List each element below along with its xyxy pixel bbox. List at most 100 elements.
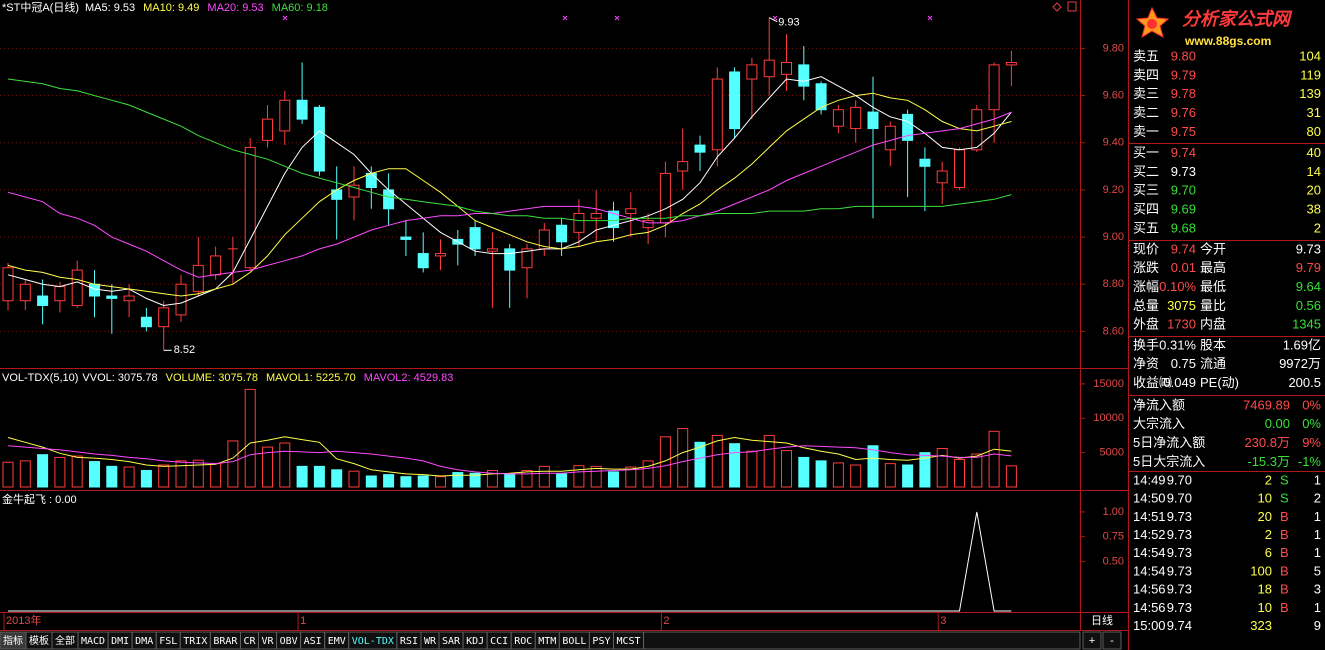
candle-body [625,208,637,214]
toolbar-tab-label[interactable]: 全部 [55,634,75,647]
candle-body [763,59,775,78]
candle-body [608,210,619,229]
zoom-button[interactable] [1102,631,1122,650]
quote-text: S [1280,472,1289,487]
candle-body [123,295,135,302]
quote-text: 净资 [1133,356,1159,371]
toolbar-tab-label[interactable]: WR [424,636,437,647]
quote-text: 104 [1299,48,1321,63]
volume-bar [781,450,792,488]
toolbar-tab-label[interactable]: DMA [135,636,153,647]
toolbar-tab-label[interactable]: PSY [592,636,610,647]
quote-text: 6 [1265,545,1272,560]
toolbar-tab-label[interactable]: OBV [280,636,298,647]
quote-text: 20 [1258,509,1272,524]
toolbar-tab-label[interactable]: RSI [400,636,418,647]
candle-body [902,113,914,141]
volume-bar [296,465,308,488]
quote-text: 换手 [1133,337,1159,352]
y-tick-label: 9.60 [1103,89,1124,101]
quote-text: 3075 [1167,298,1196,313]
toolbar-tab-label[interactable]: FSL [159,636,177,647]
window-icon[interactable] [1052,2,1062,12]
annotation-arrow [768,17,778,23]
candle-body [521,248,533,269]
ma-line [7,78,1012,222]
quote-text: 股本 [1200,337,1226,352]
volume-bar [400,476,412,488]
volume-bar [763,434,775,488]
toolbar-tab-label[interactable]: ASI [304,636,322,647]
quote-text: 0.31% [1159,337,1196,352]
x-tick-label: 2013年 [6,613,41,627]
toolbar-tab-label[interactable]: VOL-TDX [352,636,394,647]
toolbar-tab-label[interactable]: MACD [81,636,105,647]
toolbar-tab-label[interactable]: DMI [111,636,129,647]
signal-markers [282,15,933,21]
candle-body [348,184,360,198]
toolbar-tab-label[interactable]: ROC [514,636,532,647]
candle-body [400,236,412,240]
toolbar-tab-label[interactable]: 指标 [3,634,23,647]
quote-text: PE(动) [1200,375,1239,390]
candle-body [729,71,741,130]
candle-body [2,267,14,302]
candle-body [262,118,273,141]
zoom-button[interactable] [1082,631,1102,650]
toolbar-tab-label[interactable]: 模板 [29,634,49,647]
volume-bar [954,459,965,488]
volume-bar [89,461,100,488]
quote-text: S [1280,491,1289,506]
quote-text: 10 [1258,491,1272,506]
candle-body [815,83,827,111]
quote-text: B [1280,509,1289,524]
quote-text: 14:52 [1133,527,1166,542]
quote-text: 14:54 [1133,563,1166,578]
volume-bar [175,460,187,488]
quote-text: 5日大宗流入 [1133,454,1205,469]
logo-dot [1147,19,1157,29]
zoom-button-label[interactable]: + [1089,635,1095,647]
zoom-button-label[interactable]: - [1110,635,1114,647]
low-annotation: 8.52 [174,344,195,356]
toolbar-tab-label[interactable]: CR [243,636,256,647]
volume-bar [262,446,273,488]
candle-body [140,316,152,328]
volume-bar [244,388,256,488]
toolbar-tab-label[interactable]: TRIX [183,636,207,647]
candle-body [296,99,308,120]
quote-text: 买五 [1133,221,1159,236]
candle-body [37,295,49,306]
quote-text: 20 [1307,183,1321,198]
quote-text: 1.69亿 [1283,337,1321,352]
quote-text: 9.74 [1171,145,1196,160]
toolbar-tab-label[interactable]: VR [262,636,275,647]
toolbar-tab-label[interactable]: EMV [328,636,346,647]
y-tick-label: 8.80 [1103,278,1124,290]
toolbar-tab-label[interactable]: MCST [616,636,640,647]
toolbar-tab-label[interactable]: BOLL [562,636,586,647]
quote-text: 9.73 [1167,509,1192,524]
toolbar-tab-label[interactable]: KDJ [466,636,484,647]
toolbar-tab-label[interactable]: CCI [490,636,508,647]
window-icon[interactable] [1067,1,1077,12]
quote-text: 9.78 [1171,86,1196,101]
toolbar-tab-label[interactable]: BRAR [213,636,238,647]
quote-text: 14:51 [1133,509,1166,524]
legend-entry: VOLUME: 3075.78 [166,372,258,384]
volume-bar [348,470,360,488]
toolbar-tab-label[interactable]: SAR [442,636,461,647]
volume-bar [694,441,706,488]
candle-body [54,286,66,302]
quote-text: 1 [1314,472,1321,487]
y-tick-label: 9.80 [1103,42,1124,54]
quote-text: 0.049 [1163,375,1196,390]
toolbar-tab-label[interactable]: MTM [538,636,556,647]
quote-text: B [1280,582,1289,597]
volume-bar [452,472,464,488]
candle-body [435,253,446,257]
quote-text: 收益㈣ [1133,375,1172,390]
quote-text: 买四 [1133,202,1159,217]
quote-text: 内盘 [1200,317,1226,332]
